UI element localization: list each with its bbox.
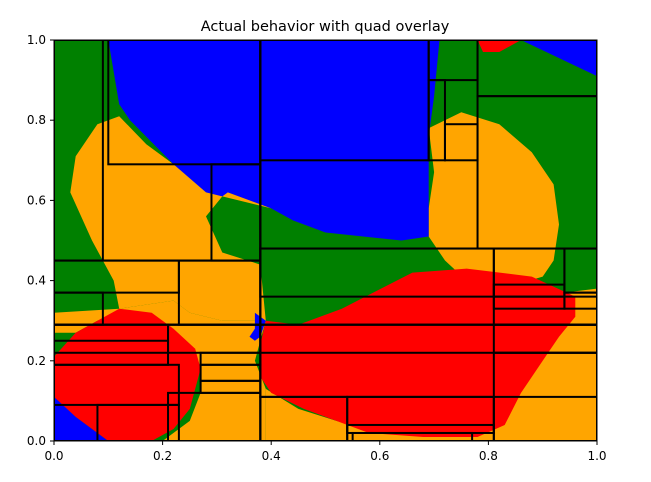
region-orange-0 [70,116,272,321]
x-tick-label: 0.8 [479,449,498,463]
region-red-11 [54,308,201,441]
quad-cell-27 [96,403,180,441]
y-tick-label: 0.0 [27,434,46,448]
quad-cell-14 [54,259,180,294]
y-tick-label: 1.0 [27,33,46,47]
x-axis: 0.0 0.2 0.4 0.6 0.8 1.0 [44,441,607,463]
y-axis: 0.0 0.2 0.4 0.6 0.8 1.0 [27,33,54,448]
region-orange-1 [428,112,559,285]
x-tick-label: 1.0 [587,449,606,463]
behavior-field [54,40,597,441]
region-blue-5 [108,40,440,241]
quad-cell-34 [259,323,597,354]
quad-cell-9 [427,79,446,162]
chart-title: Actual behavior with quad overlay [201,19,450,35]
region-blue-7 [54,392,109,441]
quad-cell-39 [351,431,474,441]
region-orange-2 [54,300,266,441]
y-tick-label: 0.2 [27,354,46,368]
plot-area [53,39,598,442]
x-tick-label: 0.6 [370,449,389,463]
x-tick-label: 0.4 [262,449,281,463]
y-tick-label: 0.6 [27,193,46,207]
y-tick-label: 0.4 [27,274,46,288]
quad-cell-11 [476,40,597,98]
x-tick-label: 0.0 [44,449,63,463]
quad-overlay [54,40,597,441]
region-blue-6 [521,40,597,77]
region-red-9 [477,40,521,52]
region-blue-8 [249,312,266,341]
plot-frame [53,39,598,442]
x-tick-label: 0.2 [153,449,172,463]
y-tick-label: 0.8 [27,113,46,127]
